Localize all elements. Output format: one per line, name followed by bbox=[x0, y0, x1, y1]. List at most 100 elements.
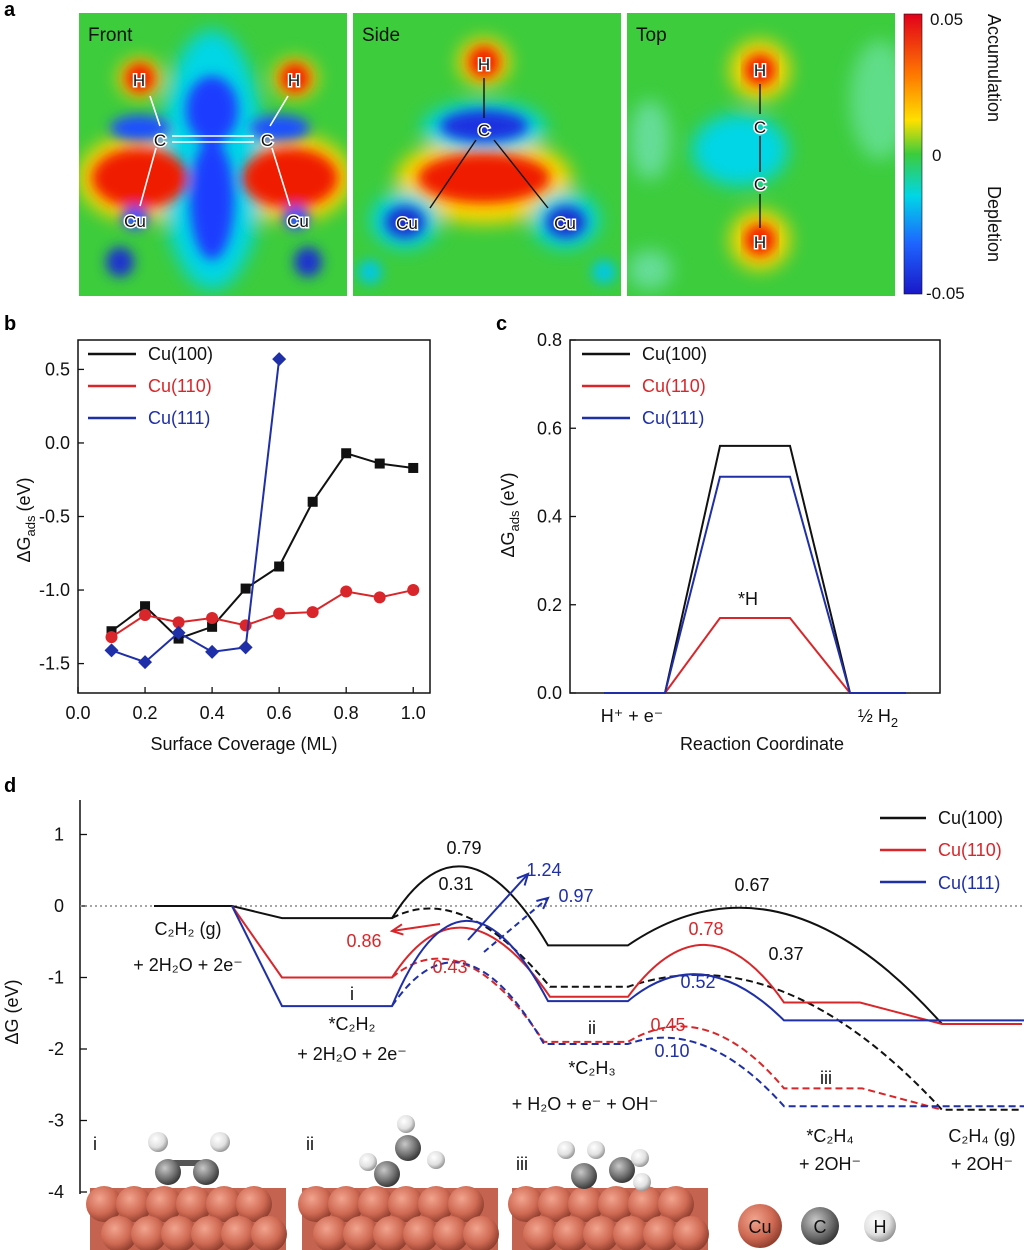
chart-c-annotation: *H bbox=[738, 589, 758, 609]
series-line bbox=[110, 589, 414, 638]
series-line bbox=[604, 444, 906, 694]
state-roman: iii bbox=[820, 1068, 832, 1088]
energy-path bbox=[231, 905, 1024, 1022]
chart-surface-coverage: 0.0 0.2 0.4 0.6 0.8 1.0 -1.5 -1.0 -0.5 0.0 0.5 bbox=[39, 339, 431, 723]
y-tick-label: -1.5 bbox=[39, 654, 70, 674]
energy-path bbox=[154, 865, 943, 1025]
energy-path bbox=[231, 905, 1022, 1025]
h-atom bbox=[633, 1173, 651, 1191]
barrier-label: 0.79 bbox=[446, 838, 481, 858]
barrier-label: 0.97 bbox=[558, 886, 593, 906]
cu-atom bbox=[373, 1216, 409, 1250]
cu-atom bbox=[251, 1216, 287, 1250]
legend-b-label: Cu(100) bbox=[148, 344, 213, 364]
y-tick-label: -1 bbox=[48, 968, 64, 988]
data-point bbox=[307, 496, 318, 507]
data-point bbox=[407, 584, 420, 597]
y-tick-label: 1 bbox=[54, 825, 64, 845]
data-point bbox=[140, 601, 151, 612]
density-map-front bbox=[79, 13, 347, 296]
barrier-label: 1.24 bbox=[526, 860, 561, 880]
atom-label: C bbox=[754, 175, 766, 194]
colorbar-mid: 0 bbox=[932, 146, 941, 165]
atom-legend: Cu C H bbox=[738, 1204, 896, 1248]
cu-atom bbox=[418, 1186, 454, 1222]
data-point bbox=[340, 585, 353, 598]
state-label: + 2H₂O + 2e⁻ bbox=[297, 1044, 407, 1064]
cu-atom bbox=[643, 1216, 679, 1250]
data-point bbox=[341, 448, 352, 459]
cu-atom bbox=[538, 1186, 574, 1222]
legend-d-label: Cu(111) bbox=[938, 873, 1000, 893]
atom-label: Cu bbox=[396, 214, 418, 233]
y-tick-label: 0.6 bbox=[537, 418, 562, 438]
legend-c-label: Cu(111) bbox=[642, 408, 704, 428]
cu-atom bbox=[313, 1216, 349, 1250]
data-point bbox=[240, 583, 251, 594]
panel-b-label: b bbox=[4, 313, 16, 335]
chart-d-ylabel: ΔG (eV) bbox=[2, 979, 22, 1044]
y-tick-label: -3 bbox=[48, 1111, 64, 1131]
map-front-title: Front bbox=[88, 25, 133, 46]
y-tick-label: -4 bbox=[48, 1182, 64, 1202]
cu-atom bbox=[508, 1186, 544, 1222]
cu-atom bbox=[388, 1186, 424, 1222]
map-top-title: Top bbox=[636, 25, 667, 46]
state-label: + 2H₂O + 2e⁻ bbox=[133, 955, 243, 975]
h-atom bbox=[587, 1141, 605, 1159]
legend-d-label: Cu(110) bbox=[938, 840, 1002, 860]
data-point bbox=[272, 352, 287, 367]
cu-atom bbox=[343, 1216, 379, 1250]
chart-b-xlabel: Surface Coverage (ML) bbox=[150, 734, 337, 754]
state-label: *C₂H₂ bbox=[329, 1014, 376, 1034]
h-atom bbox=[397, 1115, 415, 1133]
h-atom-swatch bbox=[864, 1210, 896, 1242]
data-point bbox=[238, 640, 253, 655]
barrier-label: 0.31 bbox=[438, 874, 473, 894]
cu-atom bbox=[553, 1216, 589, 1250]
atom-legend-label: C bbox=[814, 1217, 827, 1237]
series-line bbox=[604, 616, 906, 694]
barrier-label: 0.78 bbox=[688, 919, 723, 939]
cu-atom bbox=[613, 1216, 649, 1250]
data-point bbox=[139, 609, 152, 622]
y-tick-label: 0.8 bbox=[537, 330, 562, 350]
data-point bbox=[274, 561, 285, 572]
cu-atom bbox=[568, 1186, 604, 1222]
cu-atom bbox=[403, 1216, 439, 1250]
series-line bbox=[111, 359, 281, 664]
cu-atom bbox=[673, 1216, 709, 1250]
energy-path bbox=[391, 907, 1022, 1111]
atom-label: Cu bbox=[124, 212, 146, 231]
snapshot-label: iii bbox=[516, 1154, 528, 1174]
colorbar-upper-label: Accumulation bbox=[984, 14, 1004, 122]
atom-label: H bbox=[754, 61, 766, 80]
y-tick-label: 0.2 bbox=[537, 595, 562, 615]
cu-atom bbox=[658, 1186, 694, 1222]
cu-atom bbox=[161, 1216, 197, 1250]
data-point bbox=[172, 616, 185, 629]
data-point bbox=[138, 655, 153, 670]
density-map-top bbox=[627, 13, 895, 296]
series-line bbox=[110, 452, 414, 640]
y-tick-label: 0.5 bbox=[45, 359, 70, 379]
barrier-label: 0.10 bbox=[654, 1041, 689, 1061]
arrow-shaft bbox=[483, 897, 549, 953]
atom-label: C bbox=[478, 121, 490, 140]
cu-atom bbox=[328, 1186, 364, 1222]
c-atom bbox=[609, 1157, 635, 1183]
x-tick-label: 1.0 bbox=[401, 703, 426, 723]
barrier-label: 0.86 bbox=[346, 931, 381, 951]
barrier-label: 0.37 bbox=[768, 944, 803, 964]
data-point bbox=[373, 591, 386, 604]
arrow-head bbox=[536, 896, 550, 910]
cu-atom bbox=[433, 1216, 469, 1250]
energy-path bbox=[391, 957, 943, 1111]
cu-atom bbox=[358, 1186, 394, 1222]
cu-atom bbox=[583, 1216, 619, 1250]
density-map-side bbox=[353, 13, 621, 296]
c-atom bbox=[571, 1163, 597, 1189]
arrow-shaft bbox=[391, 923, 441, 932]
x-tick-label: 0.4 bbox=[200, 703, 225, 723]
